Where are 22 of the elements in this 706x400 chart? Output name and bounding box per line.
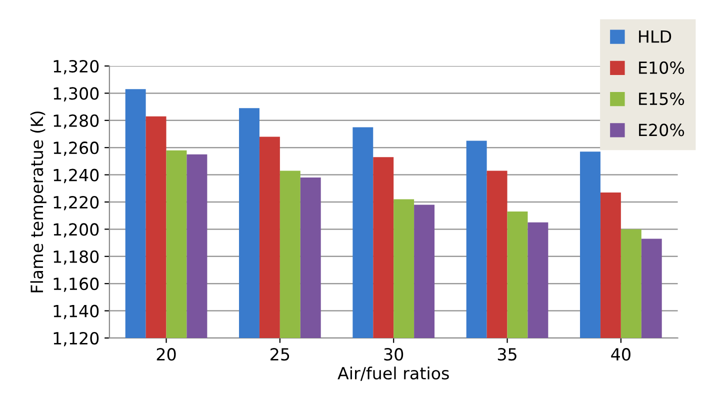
y-tick-label: 1,240: [54, 168, 99, 184]
x-tick-label: 20: [156, 348, 176, 361]
y-tick-label: 1,280: [54, 114, 99, 129]
x-tick-label: 40: [611, 348, 630, 361]
legend-label: HLD: [639, 30, 672, 43]
legend-label: E20%: [639, 124, 684, 136]
y-tick-label: 1,160: [54, 278, 99, 292]
y-axis-title: Flame temperatue (K): [30, 112, 46, 292]
x-axis-title: Air/fuel ratios: [338, 366, 449, 381]
y-tick-label: 1,220: [54, 196, 99, 210]
y-tick-label: 1,300: [54, 87, 99, 102]
x-tick-label: 25: [270, 348, 290, 361]
legend-label: E10%: [639, 61, 684, 74]
y-tick-label: 1,140: [54, 304, 99, 320]
y-tick-label: 1,200: [54, 223, 99, 238]
y-tick-label: 1,320: [54, 60, 99, 74]
x-tick-label: 35: [498, 348, 516, 361]
x-tick-label: 30: [384, 348, 404, 361]
y-tick-label: 1,120: [54, 332, 99, 346]
legend-label: E15%: [639, 92, 684, 106]
y-tick-label: 1,260: [54, 142, 99, 156]
y-tick-label: 1,180: [54, 250, 99, 265]
